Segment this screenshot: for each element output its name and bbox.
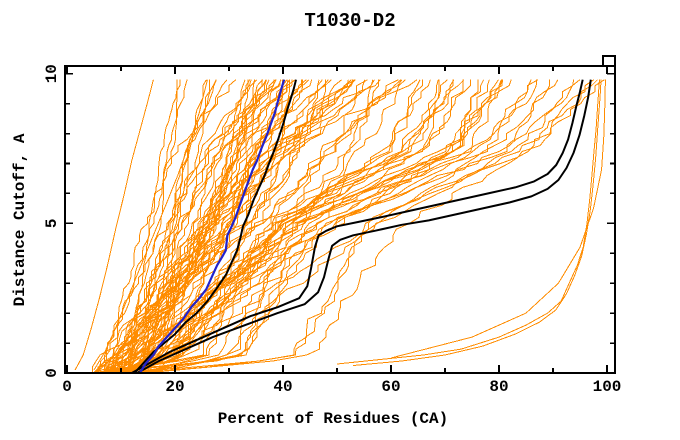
x-axis-label: Percent of Residues (CA) [218,410,448,428]
model-curve [101,79,303,373]
reference-model-blue [138,79,286,373]
model-curve [101,79,349,373]
x-tick-label: 60 [381,378,400,396]
model-curve [128,79,323,373]
model-curve [138,79,575,373]
model-curve [119,79,465,373]
model-curve [146,79,454,373]
model-curve [124,79,539,373]
model-curve [131,79,424,373]
model-curve [128,79,181,373]
x-tick-label: 0 [62,378,72,396]
model-curve [123,79,290,373]
model-curve [99,79,581,373]
x-tick-label: 40 [273,378,292,396]
orange-second-left [93,79,208,371]
model-curve [97,79,356,373]
model-curve [120,79,559,373]
model-curve [150,79,418,373]
model-curve [112,79,355,373]
model-curve [123,79,402,373]
highlight-model-black-3 [136,79,592,373]
orange-far-right [390,79,606,359]
model-curve [95,79,277,373]
model-curve [96,79,503,373]
model-curve [104,79,281,373]
model-curve [104,79,296,373]
y-axis-label: Distance Cutoff, A [11,133,29,306]
model-curve [92,79,464,373]
orange-bottom-right-1 [336,79,600,365]
model-curve [137,79,352,373]
x-tick-label: 100 [593,378,622,396]
model-curve [96,79,228,373]
orange-model-lines [74,79,606,373]
model-curve [124,79,354,373]
model-curve [128,79,431,373]
y-tick-label: 0 [43,368,61,378]
model-curve [100,79,503,373]
model-curve [141,79,293,373]
model-curve [104,79,275,373]
model-curve [117,79,251,373]
model-curve [123,79,598,373]
x-tick-label: 20 [165,378,184,396]
model-curve [125,79,310,373]
highlight-model-black-1 [133,79,297,373]
model-curve [93,79,237,373]
y-tick-label: 10 [43,64,61,83]
model-curve [131,79,288,373]
highlight-model-black-2 [131,79,584,373]
model-curve [106,79,207,373]
orange-leftmost [74,79,154,371]
axis-ticks [65,66,615,374]
x-tick-label: 80 [489,378,508,396]
frame-corner-tab [602,55,616,67]
chart-title: T1030-D2 [304,10,395,32]
model-curve [104,79,605,373]
orange-bottom-right-2 [353,79,602,366]
plot-frame [64,55,616,374]
model-curve [114,79,532,373]
model-curve [138,79,551,373]
model-curve [117,79,332,373]
y-tick-label: 5 [43,219,61,229]
model-curve [111,79,439,373]
highlighted-model-lines [131,79,592,373]
axis-tick-labels: 0 20 40 60 80 100 0 5 10 [43,64,621,396]
model-curve [92,79,538,373]
